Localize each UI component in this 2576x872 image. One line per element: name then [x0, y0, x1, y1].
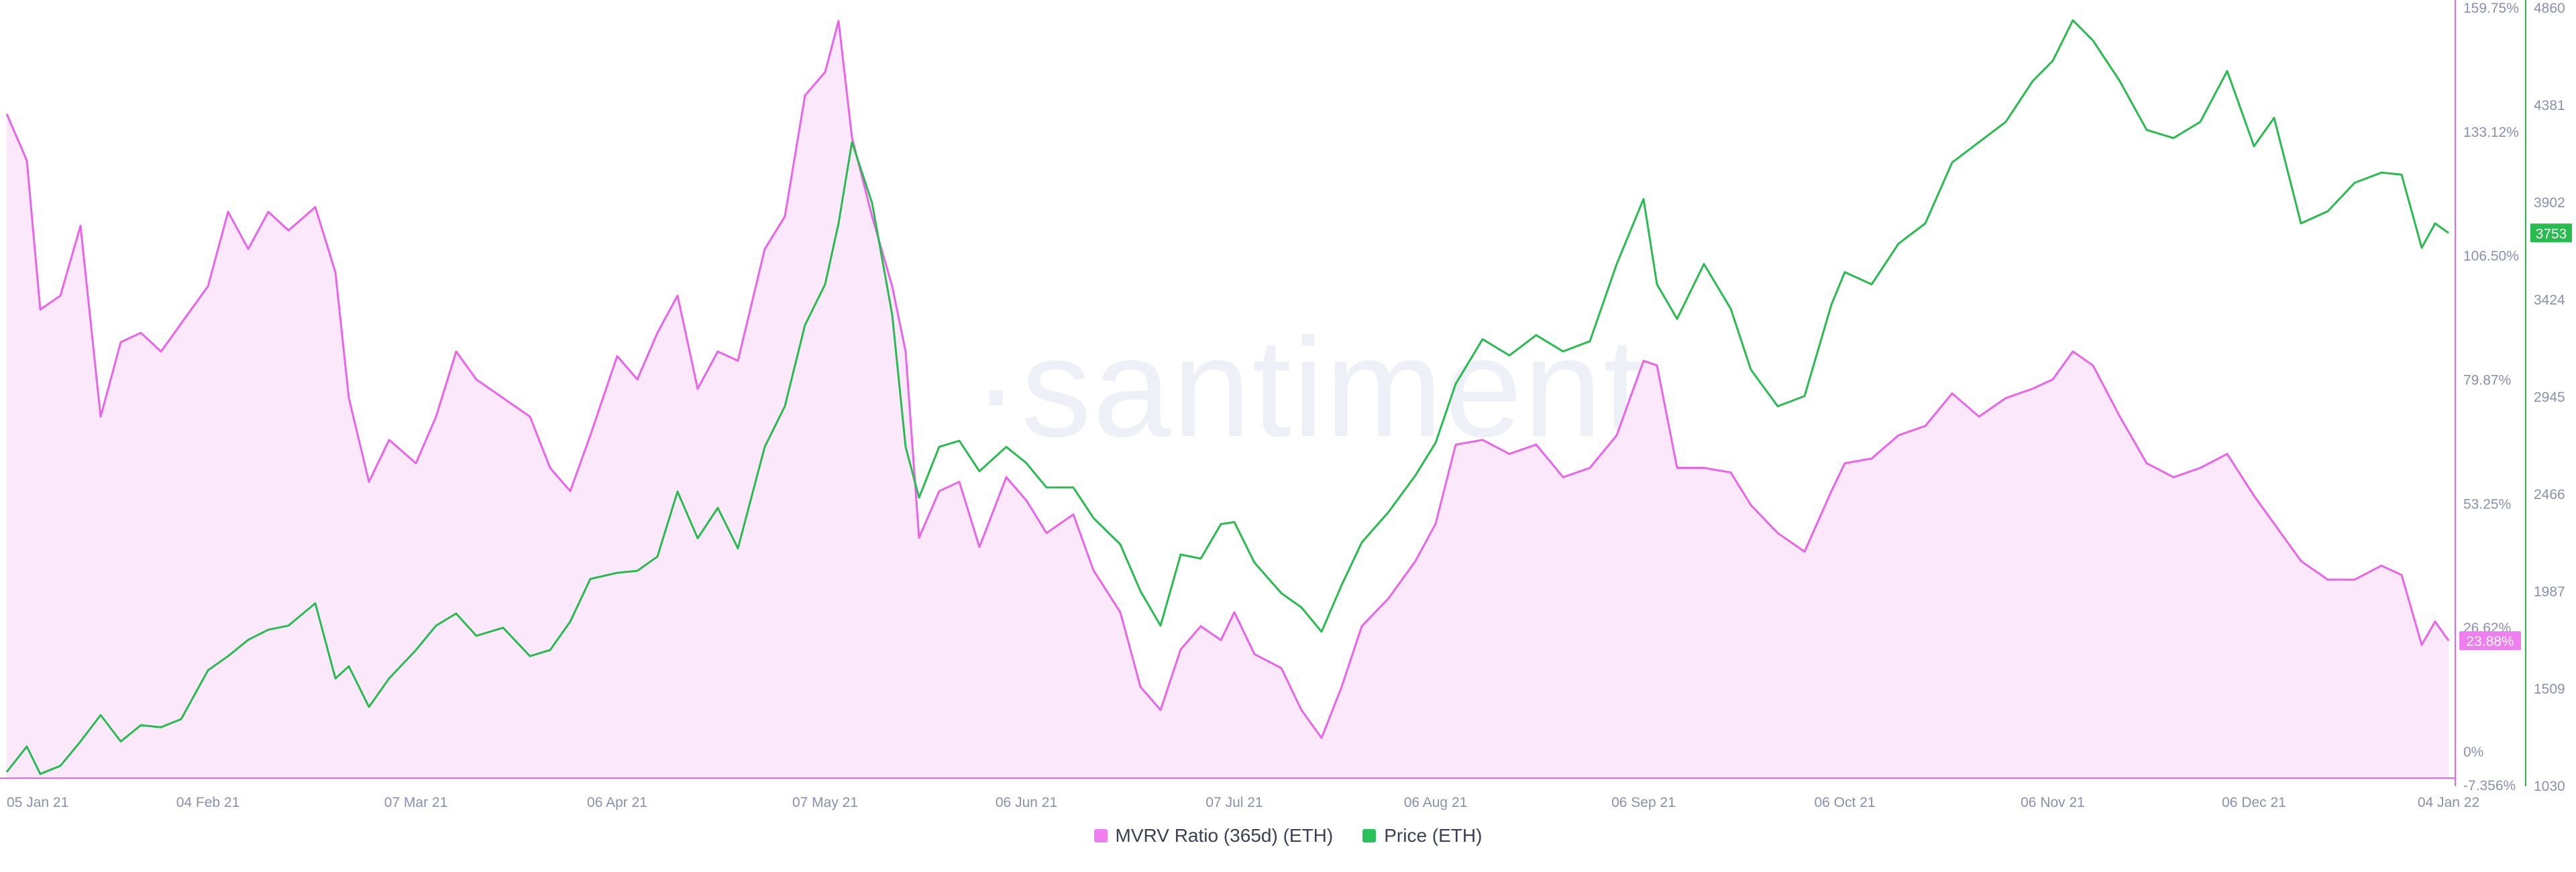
- current-value-badges: 23.88% 3753: [2459, 223, 2572, 651]
- mvrv-line: [5, 19, 2450, 739]
- x-tick-label: 06 Aug 21: [1404, 795, 1468, 810]
- legend-label-mvrv: MVRV Ratio (365d) (ETH): [1115, 825, 1334, 846]
- mvrv-tick-label: 79.87%: [2463, 373, 2511, 388]
- x-tick-label: 07 May 21: [792, 795, 858, 810]
- legend-label-price: Price (ETH): [1384, 825, 1483, 846]
- x-tick-label: 06 Jun 21: [996, 795, 1057, 810]
- price-tick-label: 1030: [2534, 779, 2565, 794]
- mvrv-tick-label: 53.25%: [2463, 496, 2511, 512]
- mvrv-tick-label: -7.356%: [2463, 778, 2516, 794]
- price-current-badge: [2530, 223, 2572, 243]
- x-tick-label: 04 Feb 21: [176, 795, 240, 810]
- x-tick-label: 07 Mar 21: [384, 795, 448, 810]
- x-tick-label: 06 Apr 21: [587, 795, 647, 810]
- x-tick-label: 04 Jan 22: [2418, 795, 2479, 810]
- mvrv-tick-label: 133.12%: [2463, 125, 2519, 140]
- mvrv-current-value: 23.88%: [2466, 634, 2514, 649]
- axes: 159.75%133.12%106.50%79.87%53.25%26.62%0…: [7, 0, 2565, 810]
- mvrv-series: [0, 19, 2455, 779]
- chart-legend: MVRV Ratio (365d) (ETH) Price (ETH): [0, 825, 2576, 847]
- mvrv-area: [7, 21, 2449, 779]
- price-line: [5, 19, 2449, 775]
- x-tick-label: 06 Nov 21: [2021, 795, 2085, 810]
- mvrv-tick-label: 106.50%: [2463, 249, 2519, 264]
- x-tick-label: 06 Dec 21: [2222, 795, 2286, 810]
- x-tick-label: 06 Sep 21: [1611, 795, 1676, 810]
- price-series: [5, 19, 2449, 775]
- price-tick-label: 4860: [2534, 1, 2565, 16]
- price-current-value: 3753: [2536, 226, 2567, 241]
- mvrv-tick-label: 159.75%: [2463, 1, 2519, 16]
- price-tick-label: 4381: [2534, 98, 2565, 113]
- price-tick-label: 2945: [2534, 390, 2565, 405]
- price-tick-label: 3902: [2534, 195, 2565, 211]
- mvrv-current-badge: [2459, 631, 2521, 651]
- x-tick-label: 05 Jan 21: [7, 795, 68, 810]
- legend-item-mvrv[interactable]: MVRV Ratio (365d) (ETH): [1093, 825, 1334, 847]
- price-tick-label: 1509: [2534, 682, 2565, 697]
- mvrv-tick-label: 0%: [2463, 745, 2483, 760]
- x-tick-label: 06 Oct 21: [1814, 795, 1875, 810]
- x-tick-label: 07 Jul 21: [1205, 795, 1263, 810]
- legend-swatch-price: [1362, 829, 1377, 842]
- price-tick-label: 3424: [2534, 292, 2565, 308]
- santiment-watermark: ·santiment: [973, 309, 1644, 466]
- price-tick-label: 2466: [2534, 487, 2565, 502]
- price-tick-label: 1987: [2534, 584, 2565, 600]
- legend-item-price[interactable]: Price (ETH): [1362, 825, 1482, 847]
- legend-swatch-mvrv: [1093, 829, 1108, 842]
